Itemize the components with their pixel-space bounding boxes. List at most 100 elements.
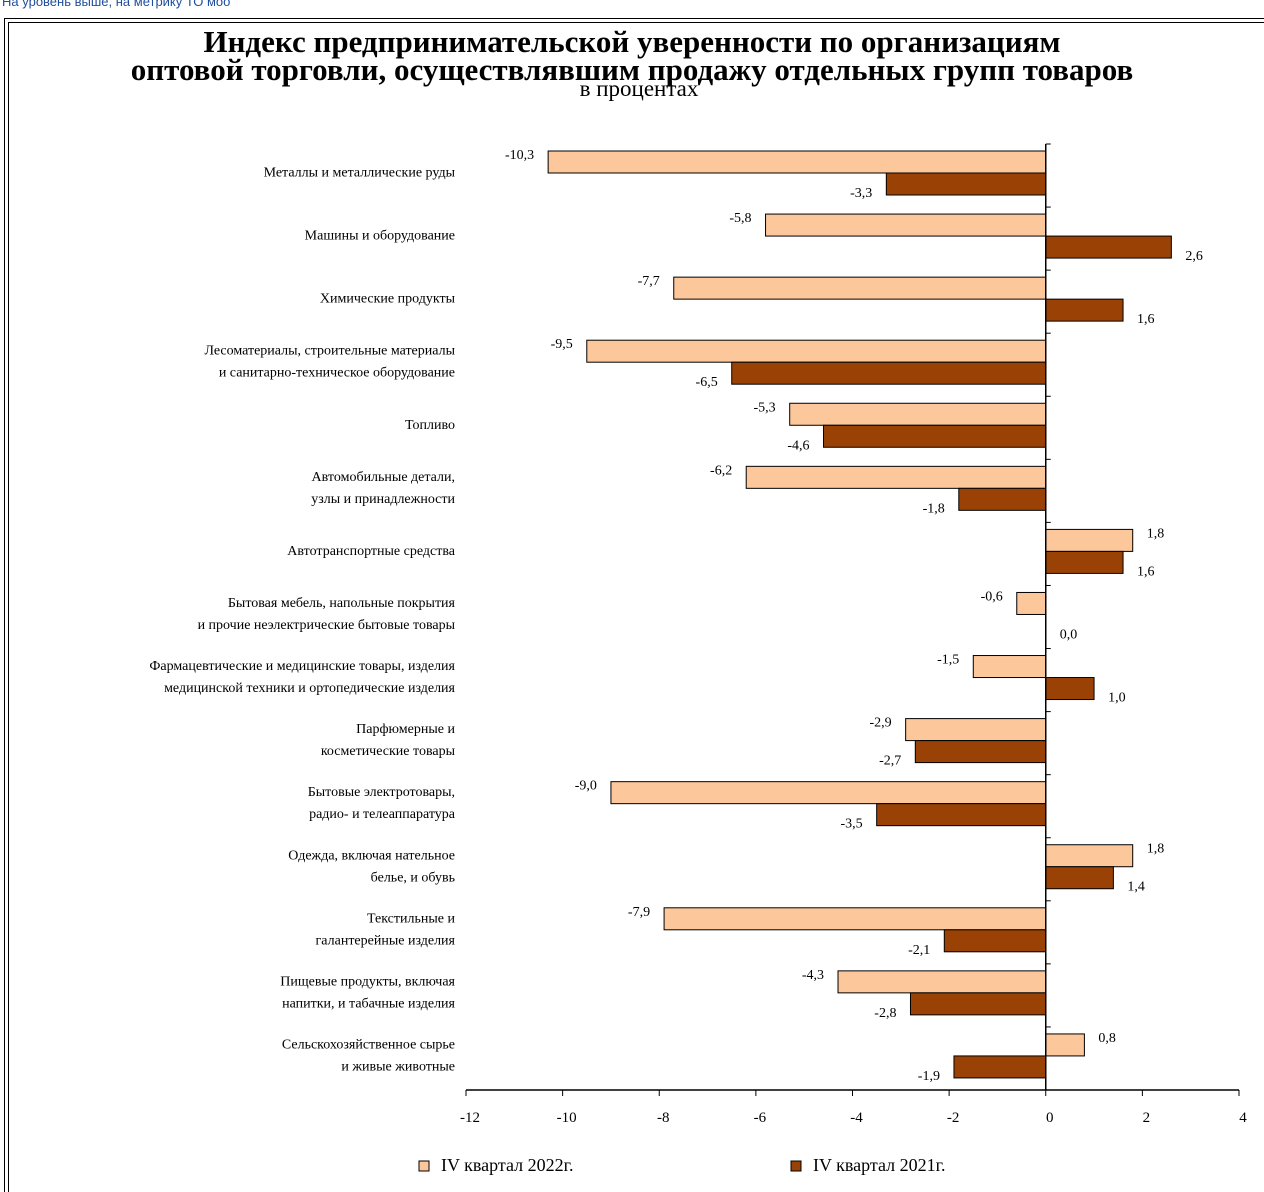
value-label-s1-15: 0,8 xyxy=(1098,1031,1116,1046)
category-label-15-2: и живые животные xyxy=(341,1059,455,1074)
x-tick-label-5: -4 xyxy=(850,1110,863,1126)
category-label-5-1: Топливо xyxy=(405,418,455,433)
bar-s2-10 xyxy=(914,740,1047,764)
value-label-s2-8: 0,0 xyxy=(1060,627,1078,642)
bar-s1-8 xyxy=(1016,591,1047,615)
chart-title-line-1: Индекс предпринимательской уверенности п… xyxy=(203,24,1061,59)
value-label-s1-2: -5,8 xyxy=(729,211,751,226)
x-tick-label-7: 0 xyxy=(1046,1110,1054,1126)
category-label-1-1: Металлы и металлические руды xyxy=(264,166,456,181)
value-label-s1-11: -9,0 xyxy=(575,779,597,794)
category-label-9-1: Фармацевтические и медицинские товары, и… xyxy=(149,659,455,674)
category-label-13-2: галантерейные изделия xyxy=(316,933,456,948)
legend-swatch-2 xyxy=(790,1160,802,1172)
category-label-4-2: и санитарно-техническое оборудование xyxy=(219,366,455,381)
value-label-s2-3: 1,6 xyxy=(1137,312,1155,327)
x-tick-label-1: -12 xyxy=(460,1110,480,1126)
bar-s1-14 xyxy=(837,970,1047,994)
x-tick-label-9: 4 xyxy=(1239,1110,1247,1126)
chart-frame-outer xyxy=(4,18,1264,1192)
bar-s2-11 xyxy=(876,803,1047,827)
category-label-14-1: Пищевые продукты, включая xyxy=(280,974,455,989)
bar-s1-4 xyxy=(586,339,1047,363)
category-label-11-2: радио- и телеаппаратура xyxy=(309,807,456,822)
value-label-s2-9: 1,0 xyxy=(1108,691,1126,706)
value-label-s2-10: -2,7 xyxy=(879,754,901,769)
bar-s2-15 xyxy=(953,1055,1047,1079)
x-tick-label-8: 2 xyxy=(1143,1110,1151,1126)
value-label-s2-2: 2,6 xyxy=(1185,249,1203,264)
chart-subtitle: в процентах xyxy=(579,76,699,101)
value-label-s2-1: -3,3 xyxy=(850,186,872,201)
legend-swatch-1 xyxy=(418,1160,430,1172)
category-label-7-1: Автотранспортные средства xyxy=(287,544,455,559)
value-label-s1-9: -1,5 xyxy=(937,653,959,668)
bar-s2-1 xyxy=(885,172,1047,196)
value-label-s1-1: -10,3 xyxy=(505,148,534,163)
value-label-s2-12: 1,4 xyxy=(1127,880,1145,895)
category-label-13-1: Текстильные и xyxy=(367,911,455,926)
bar-s2-5 xyxy=(823,424,1047,448)
value-label-s2-6: -1,8 xyxy=(923,501,945,516)
value-label-s1-13: -7,9 xyxy=(628,905,650,920)
category-label-2-1: Машины и оборудование xyxy=(305,229,455,244)
bar-s2-13 xyxy=(943,929,1047,953)
bar-s2-3 xyxy=(1045,298,1124,322)
bar-s1-6 xyxy=(745,465,1047,489)
chart-frame-inner xyxy=(8,22,1264,1192)
value-label-s2-11: -3,5 xyxy=(840,817,862,832)
value-label-s2-14: -2,8 xyxy=(874,1006,896,1021)
bar-s1-5 xyxy=(789,402,1047,426)
category-label-3-1: Химические продукты xyxy=(320,292,456,307)
category-label-6-1: Автомобильные детали, xyxy=(312,470,455,485)
x-tick-label-6: -2 xyxy=(947,1110,960,1126)
value-label-s2-13: -2,1 xyxy=(908,943,930,958)
bar-s2-2 xyxy=(1045,235,1172,259)
bar-s1-10 xyxy=(905,718,1047,742)
value-label-s1-5: -5,3 xyxy=(754,400,776,415)
value-label-s1-8: -0,6 xyxy=(981,589,1003,604)
category-label-8-2: и прочие неэлектрические бытовые товары xyxy=(198,618,456,633)
parent-level-link[interactable]: На уровень выше, на метрику ТО моо xyxy=(2,0,231,9)
x-tick-label-4: -6 xyxy=(754,1110,767,1126)
value-label-s2-4: -6,5 xyxy=(696,375,718,390)
value-label-s1-4: -9,5 xyxy=(551,337,573,352)
category-label-14-2: напитки, и табачные изделия xyxy=(282,996,455,1011)
x-tick-label-2: -10 xyxy=(557,1110,577,1126)
value-label-s2-7: 1,6 xyxy=(1137,564,1155,579)
bar-s1-1 xyxy=(547,150,1047,174)
category-label-12-2: белье, и обувь xyxy=(371,870,455,885)
category-label-12-1: Одежда, включая нательное xyxy=(288,848,455,863)
bar-s1-7 xyxy=(1045,528,1134,552)
value-label-s1-14: -4,3 xyxy=(802,968,824,983)
bar-s1-11 xyxy=(610,781,1047,805)
value-label-s1-7: 1,8 xyxy=(1147,526,1165,541)
category-label-15-1: Сельскохозяйственное сырье xyxy=(282,1037,455,1052)
bar-s1-13 xyxy=(663,907,1047,931)
category-label-10-2: косметические товары xyxy=(321,744,456,759)
value-label-s2-15: -1,9 xyxy=(918,1069,940,1084)
category-label-8-1: Бытовая мебель, напольные покрытия xyxy=(228,596,456,611)
bar-s1-2 xyxy=(765,213,1047,237)
bar-s2-7 xyxy=(1045,550,1124,574)
bar-s1-3 xyxy=(673,276,1047,300)
bar-s2-4 xyxy=(731,361,1047,385)
value-label-s1-10: -2,9 xyxy=(869,716,891,731)
legend-label-1: IV квартал 2022г. xyxy=(441,1155,574,1175)
bar-s2-14 xyxy=(909,992,1047,1016)
legend-label-2: IV квартал 2021г. xyxy=(813,1155,946,1175)
bar-s2-12 xyxy=(1045,866,1114,890)
value-label-s1-3: -7,7 xyxy=(638,274,660,289)
category-label-6-2: узлы и принадлежности xyxy=(311,492,455,507)
bar-s1-15 xyxy=(1045,1033,1085,1057)
bar-s2-6 xyxy=(958,487,1047,511)
value-label-s1-12: 1,8 xyxy=(1147,842,1165,857)
bar-s1-9 xyxy=(972,655,1047,679)
value-label-s1-6: -6,2 xyxy=(710,463,732,478)
chart-title-line-2: оптовой торговли, осуществлявшим продажу… xyxy=(130,52,1134,87)
x-tick-label-3: -8 xyxy=(657,1110,670,1126)
bar-s1-12 xyxy=(1045,844,1134,868)
category-label-11-1: Бытовые электротовары, xyxy=(308,785,455,800)
category-label-9-2: медицинской техники и ортопедические изд… xyxy=(164,681,455,696)
